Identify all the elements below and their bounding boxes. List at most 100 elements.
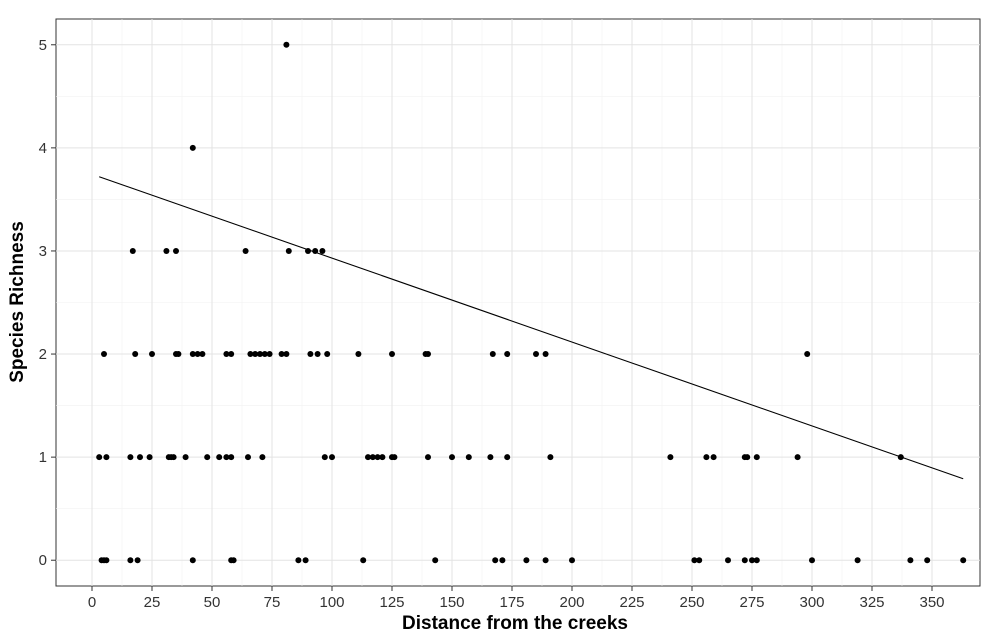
data-point [703, 454, 710, 461]
data-point [489, 351, 496, 358]
data-point [242, 247, 249, 254]
data-point [307, 351, 314, 358]
data-point [103, 557, 110, 564]
data-point [312, 247, 319, 254]
data-point [302, 557, 309, 564]
data-point [245, 454, 251, 461]
data-point [228, 351, 235, 358]
data-point [547, 454, 554, 461]
x-tick-label: 25 [144, 594, 161, 611]
y-tick-label: 4 [39, 140, 47, 157]
data-point [542, 351, 549, 358]
data-point [129, 247, 136, 254]
data-point [149, 351, 155, 358]
data-point [96, 454, 103, 461]
data-point [492, 557, 499, 564]
data-point [569, 557, 575, 564]
data-point [389, 351, 395, 358]
data-point [127, 454, 134, 461]
data-point [189, 351, 196, 358]
data-point [924, 557, 931, 564]
data-point [324, 351, 331, 358]
data-point [465, 454, 472, 461]
data-point [101, 351, 107, 358]
data-point [132, 351, 139, 358]
data-point [230, 557, 237, 564]
data-point [278, 351, 285, 358]
grid [56, 19, 980, 586]
data-point [504, 454, 511, 461]
data-point [199, 351, 206, 358]
x-tick-label: 75 [264, 594, 281, 611]
data-point [425, 454, 431, 461]
data-point [854, 557, 861, 564]
data-point [137, 454, 143, 461]
x-tick-label: 200 [559, 594, 584, 611]
data-point [182, 454, 189, 461]
data-point [749, 557, 755, 564]
data-point [725, 557, 731, 564]
data-point [960, 557, 967, 564]
data-point [432, 557, 439, 564]
data-point [146, 454, 153, 461]
data-point [189, 144, 196, 151]
data-point [374, 454, 381, 461]
data-point [744, 454, 751, 461]
x-tick-label: 175 [499, 594, 524, 611]
data-point [134, 557, 141, 564]
trend-line [99, 176, 964, 480]
data-point [175, 351, 182, 358]
data-point [379, 454, 386, 461]
data-point [523, 557, 530, 564]
data-point [804, 351, 811, 358]
data-point [391, 454, 398, 461]
x-tick-label: 0 [88, 594, 96, 611]
x-tick-label: 300 [799, 594, 824, 611]
data-point [259, 454, 266, 461]
axes: 0 25 50 75 100 125 150 175 200 225 250 275 300 325 350… [39, 37, 945, 611]
data-point [355, 351, 362, 358]
y-tick-label: 2 [39, 346, 47, 363]
data-point [365, 454, 371, 461]
y-tick-label: 5 [39, 37, 47, 54]
data-point [127, 557, 134, 564]
trend-layer [99, 176, 964, 480]
data-point [223, 454, 230, 461]
data-point [223, 351, 230, 358]
data-point [425, 351, 431, 358]
data-point [305, 247, 311, 254]
data-point [897, 454, 904, 461]
data-point [809, 557, 815, 564]
data-point [696, 557, 703, 564]
data-point [319, 247, 326, 254]
data-point [321, 454, 328, 461]
x-tick-label: 350 [919, 594, 944, 611]
data-point [499, 557, 506, 564]
x-tick-label: 275 [739, 594, 764, 611]
data-point [753, 454, 760, 461]
y-tick-label: 3 [39, 243, 47, 260]
data-point [741, 557, 748, 564]
data-point [753, 557, 760, 564]
x-axis-title: Distance from the creeks [402, 613, 628, 634]
data-point [710, 454, 717, 461]
x-tick-label: 150 [439, 594, 464, 611]
y-tick-label: 1 [39, 449, 47, 466]
data-point [170, 454, 177, 461]
data-point [204, 454, 211, 461]
data-point [907, 557, 914, 564]
data-point [369, 454, 376, 461]
data-point [487, 454, 494, 461]
points-layer [96, 41, 967, 564]
data-point [533, 351, 539, 358]
data-point [449, 454, 455, 461]
data-point [285, 247, 292, 254]
data-point [194, 351, 201, 358]
data-point [360, 557, 367, 564]
data-point [173, 247, 179, 254]
x-tick-label: 125 [379, 594, 404, 611]
data-point [542, 557, 549, 564]
y-axis-title: Species Richness [7, 221, 28, 383]
data-point [329, 454, 335, 461]
